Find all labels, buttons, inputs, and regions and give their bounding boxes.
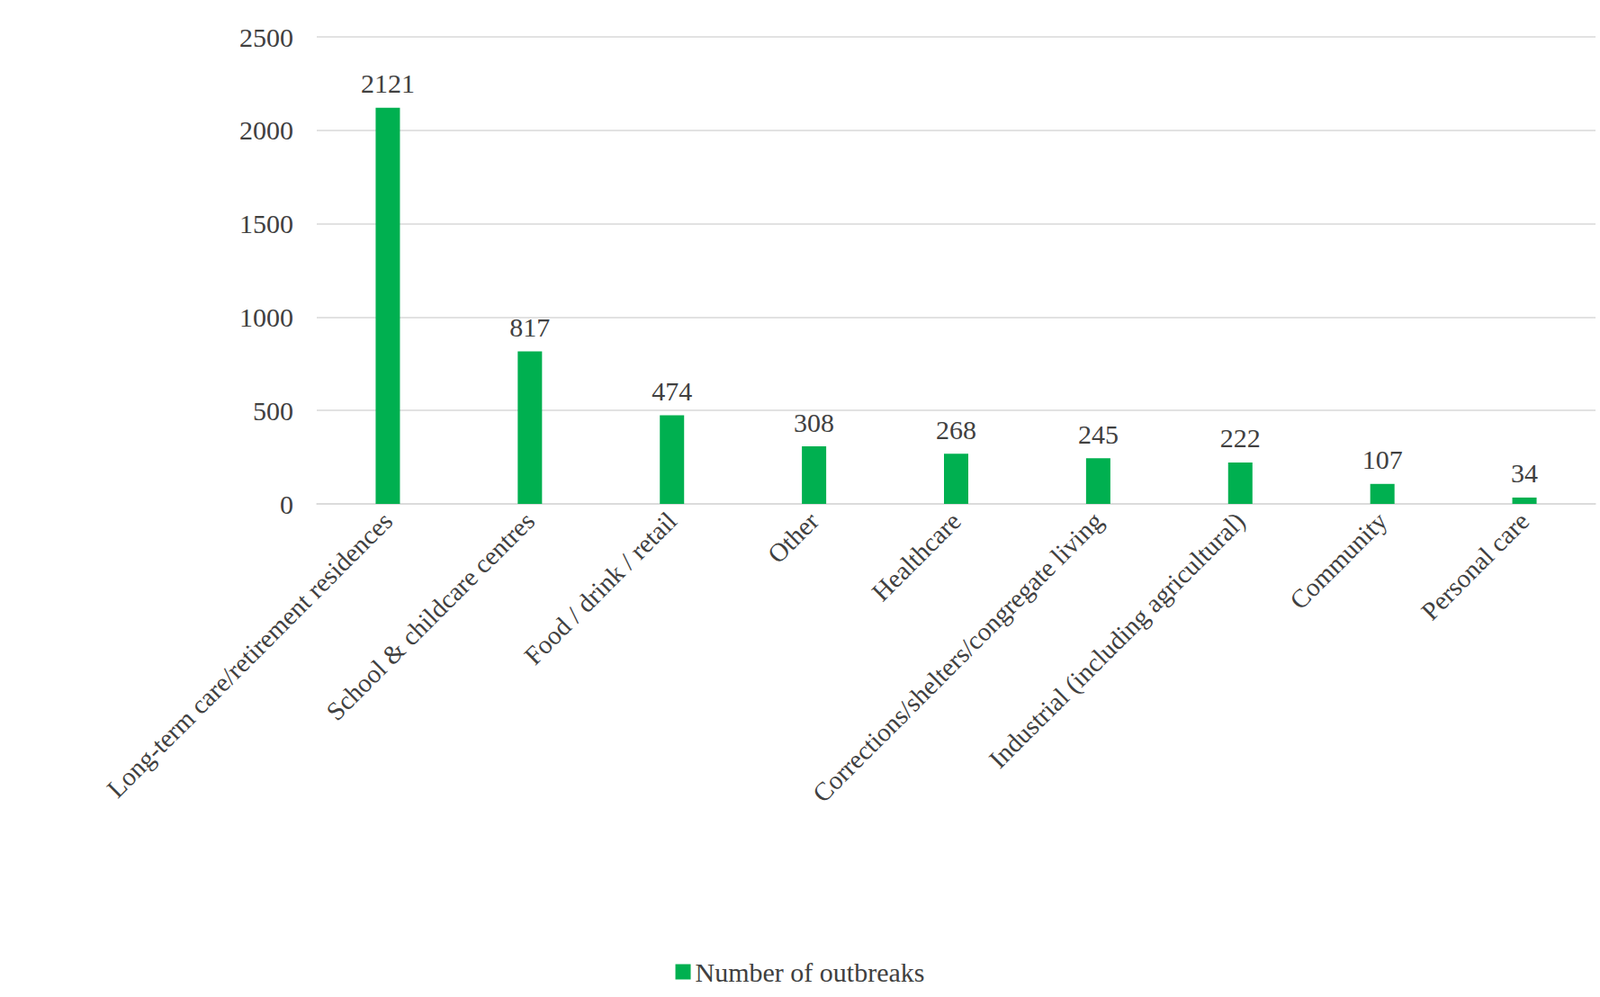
svg-text:268: 268 bbox=[935, 414, 977, 445]
svg-text:Number of outbreaks: Number of outbreaks bbox=[695, 957, 926, 988]
svg-text:Industrial (including agricult: Industrial (including agricultural) bbox=[983, 506, 1252, 775]
svg-text:817: 817 bbox=[509, 312, 550, 342]
svg-text:School & childcare centres: School & childcare centres bbox=[320, 506, 540, 727]
svg-text:2121: 2121 bbox=[360, 68, 415, 99]
svg-text:2500: 2500 bbox=[239, 22, 294, 53]
svg-text:Other: Other bbox=[762, 505, 826, 569]
svg-text:Community: Community bbox=[1284, 505, 1394, 615]
svg-text:Food / drink / retail: Food / drink / retail bbox=[518, 506, 683, 671]
svg-text:107: 107 bbox=[1362, 444, 1403, 475]
svg-text:Corrections/shelters/congregat: Corrections/shelters/congregate living bbox=[807, 506, 1109, 809]
svg-text:474: 474 bbox=[651, 376, 693, 406]
svg-text:2000: 2000 bbox=[239, 115, 294, 145]
svg-text:245: 245 bbox=[1078, 419, 1119, 450]
svg-text:Personal care: Personal care bbox=[1415, 506, 1535, 626]
svg-text:222: 222 bbox=[1220, 422, 1261, 453]
svg-text:500: 500 bbox=[252, 395, 294, 426]
svg-text:Long-term care/retirement resi: Long-term care/retirement residences bbox=[100, 506, 398, 804]
svg-text:308: 308 bbox=[793, 407, 835, 438]
svg-text:1000: 1000 bbox=[239, 302, 294, 333]
svg-text:Healthcare: Healthcare bbox=[865, 506, 966, 607]
svg-text:1500: 1500 bbox=[239, 208, 294, 239]
svg-text:34: 34 bbox=[1510, 458, 1538, 488]
svg-text:0: 0 bbox=[279, 489, 294, 520]
